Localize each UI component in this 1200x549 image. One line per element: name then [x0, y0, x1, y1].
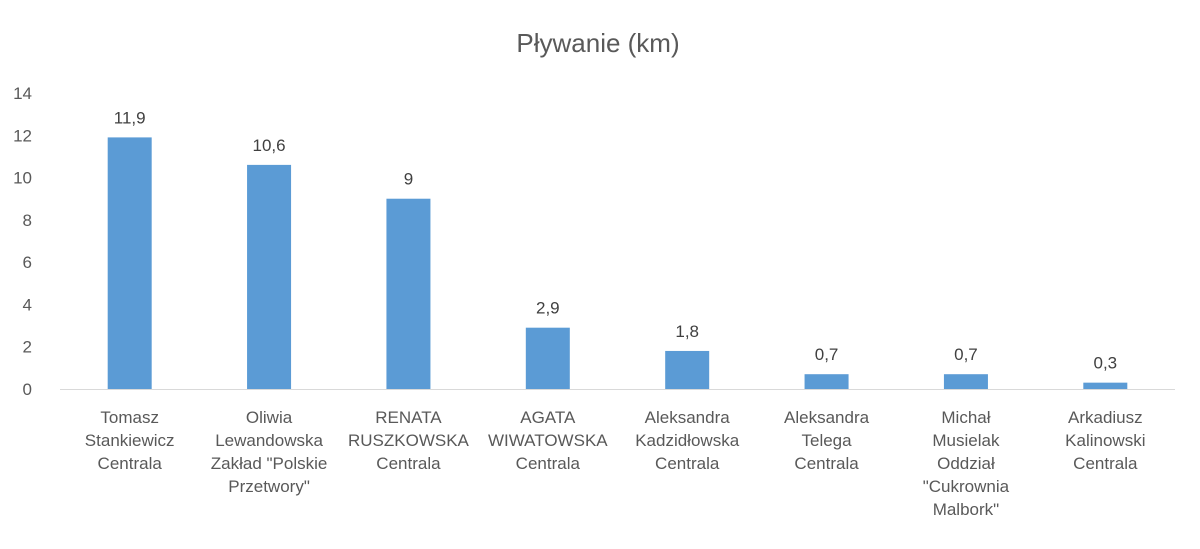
bars: [107, 137, 1128, 389]
x-tick-label-line: Oddział: [937, 454, 995, 473]
x-tick-label-line: Musielak: [932, 431, 1000, 450]
data-label: 11,9: [114, 108, 146, 127]
x-axis-ticks: Tomasz Stankiewicz Centrala Oliwia Lewandows…: [85, 408, 1146, 519]
data-label: 9: [404, 170, 413, 189]
data-label: 2,9: [536, 299, 560, 318]
x-tick-label-line: WIWATOWSKA: [488, 431, 608, 450]
y-tick-label: 14: [13, 84, 32, 103]
x-tick-label-line: Zakład "Polskie: [211, 454, 328, 473]
y-tick-label: 12: [13, 126, 32, 145]
bar: [665, 350, 710, 389]
bar: [525, 327, 570, 389]
x-tick-label: Arkadiusz Kalinowski Centrala: [1065, 408, 1145, 473]
x-tick-label-line: Kadzidłowska: [635, 431, 739, 450]
data-labels: 11,9 10,6 9 2,9 1,8 0,7 0,7 0,3: [114, 108, 1117, 372]
x-tick-label: Aleksandra Telega Centrala: [784, 408, 870, 473]
x-tick-label-line: Centrala: [1073, 454, 1138, 473]
data-label: 0,7: [815, 345, 839, 364]
bar: [247, 164, 292, 389]
x-tick-label-line: Centrala: [98, 454, 163, 473]
x-tick-label-line: AGATA: [520, 408, 576, 427]
y-axis-ticks: 0 2 4 6 8 10 12 14: [13, 84, 32, 399]
x-tick-label: Aleksandra Kadzidłowska Centrala: [635, 408, 739, 473]
data-label: 0,3: [1093, 354, 1117, 373]
y-tick-label: 4: [23, 295, 32, 314]
x-tick-label-line: Malbork": [933, 500, 1000, 519]
data-label: 1,8: [675, 322, 699, 341]
x-tick-label-line: Oliwia: [246, 408, 293, 427]
x-tick-label-line: Centrala: [516, 454, 581, 473]
x-tick-label-line: Stankiewicz: [85, 431, 175, 450]
chart-title: Pływanie (km): [516, 28, 679, 58]
y-tick-label: 2: [23, 338, 32, 357]
bar: [804, 374, 849, 389]
x-tick-label: RENATA RUSZKOWSKA Centrala: [348, 408, 470, 473]
x-tick-label: AGATA WIWATOWSKA Centrala: [488, 408, 608, 473]
x-tick-label: Michał Musielak Oddział "Cukrownia Malbork": [923, 408, 1010, 519]
bar: [386, 198, 431, 389]
x-tick-label-line: Michał: [941, 408, 990, 427]
x-tick-label-line: Centrala: [655, 454, 720, 473]
data-label: 0,7: [954, 345, 978, 364]
y-tick-label: 6: [23, 253, 32, 272]
x-tick-label-line: Lewandowska: [215, 431, 323, 450]
bar: [107, 137, 152, 389]
x-tick-label-line: RENATA: [375, 408, 442, 427]
y-tick-label: 10: [13, 169, 32, 188]
x-tick-label-line: Tomasz: [100, 408, 159, 427]
x-tick-label-line: Centrala: [376, 454, 441, 473]
x-tick-label-line: "Cukrownia: [923, 477, 1010, 496]
bar: [1083, 382, 1128, 389]
x-tick-label-line: RUSZKOWSKA: [348, 431, 470, 450]
x-tick-label-line: Przetwory": [228, 477, 310, 496]
x-tick-label: Oliwia Lewandowska Zakład "Polskie Przetwor…: [211, 408, 328, 496]
bar: [943, 374, 988, 389]
x-tick-label-line: Kalinowski: [1065, 431, 1145, 450]
x-tick-label-line: Centrala: [794, 454, 859, 473]
x-tick-label-line: Aleksandra: [645, 408, 731, 427]
x-tick-label-line: Telega: [802, 431, 853, 450]
y-tick-label: 8: [23, 211, 32, 230]
y-tick-label: 0: [23, 380, 32, 399]
x-tick-label: Tomasz Stankiewicz Centrala: [85, 408, 175, 473]
x-tick-label-line: Aleksandra: [784, 408, 870, 427]
x-tick-label-line: Arkadiusz: [1068, 408, 1143, 427]
data-label: 10,6: [253, 136, 286, 155]
